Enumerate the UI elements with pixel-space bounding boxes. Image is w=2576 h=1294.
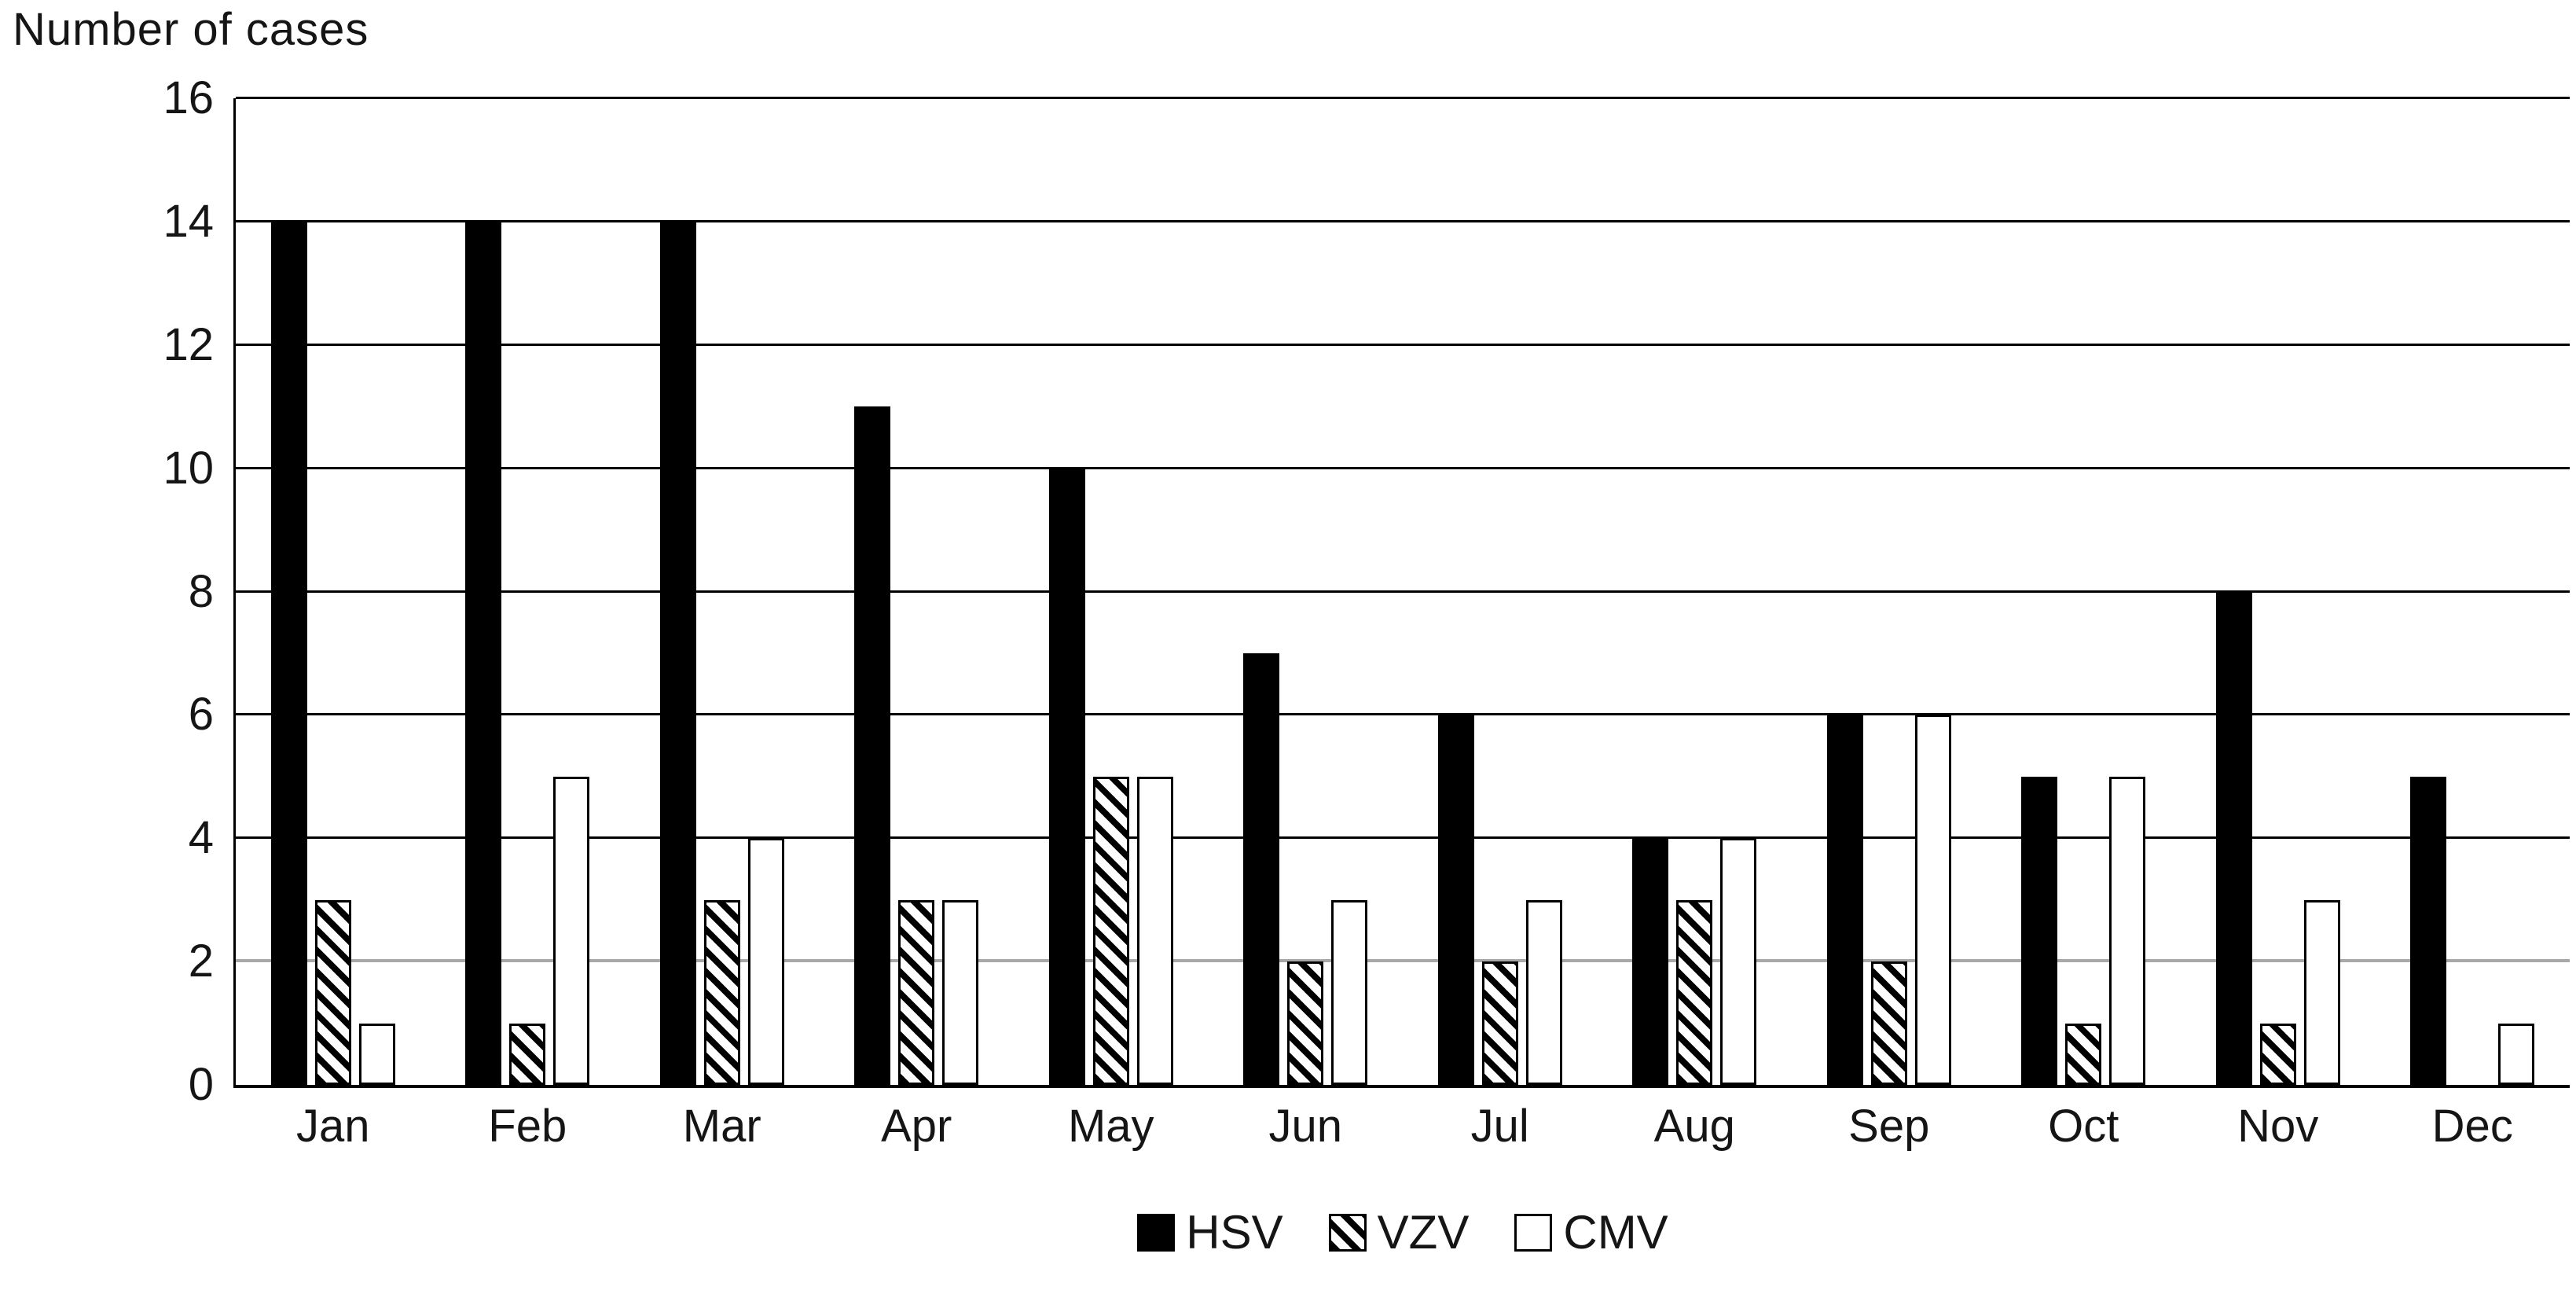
bar-group-apr xyxy=(820,98,1015,1085)
x-tick-label-oct: Oct xyxy=(2048,1101,2119,1152)
y-axis-tick-labels: 0 2 4 6 8 10 12 14 16 xyxy=(0,75,214,1108)
bar-cmv-jul xyxy=(1525,899,1562,1085)
gridline-y-16 xyxy=(236,97,2570,99)
bar-cmv-aug xyxy=(1720,838,1757,1085)
gridline-y-14 xyxy=(236,219,2570,222)
bar-cmv-jun xyxy=(1331,899,1368,1085)
bar-hsv-aug xyxy=(1632,838,1669,1085)
gridline-y-2 xyxy=(236,959,2570,963)
y-axis-line xyxy=(233,98,236,1087)
x-tick-label-sep: Sep xyxy=(1848,1101,1930,1152)
x-tick-label-jul: Jul xyxy=(1470,1101,1529,1152)
bar-vzv-may xyxy=(1092,776,1129,1085)
bar-group-jul xyxy=(1403,98,1598,1085)
bar-group-oct xyxy=(1987,98,2182,1085)
bar-hsv-jan xyxy=(270,221,307,1085)
bar-cmv-dec xyxy=(2498,1023,2535,1085)
bar-hsv-nov xyxy=(2215,591,2252,1085)
bar-cmv-mar xyxy=(747,838,784,1085)
x-axis-line xyxy=(233,1085,2570,1088)
bar-hsv-jul xyxy=(1437,715,1474,1085)
bar-group-dec xyxy=(2376,98,2570,1085)
bar-cmv-feb xyxy=(553,776,590,1085)
gridline-y-10 xyxy=(236,466,2570,469)
legend-swatch-cmv xyxy=(1514,1214,1553,1252)
bar-group-aug xyxy=(1598,98,1793,1085)
x-tick-label-aug: Aug xyxy=(1653,1101,1735,1152)
y-tick-label-0: 0 xyxy=(188,1059,214,1110)
chart-title: Number of cases xyxy=(13,4,369,55)
gridline-y-8 xyxy=(236,590,2570,593)
bar-hsv-jun xyxy=(1243,653,1280,1085)
bar-hsv-may xyxy=(1048,468,1085,1085)
y-tick-label-4: 4 xyxy=(188,812,214,864)
y-tick-label-14: 14 xyxy=(163,195,214,247)
bar-hsv-oct xyxy=(2021,776,2058,1085)
bar-hsv-apr xyxy=(854,406,891,1085)
legend-item-vzv: VZV xyxy=(1328,1206,1470,1259)
bar-vzv-jul xyxy=(1481,961,1518,1085)
bar-hsv-mar xyxy=(659,221,696,1085)
legend-label-cmv: CMV xyxy=(1563,1206,1668,1259)
legend-item-hsv: HSV xyxy=(1137,1206,1283,1259)
bar-groups xyxy=(236,98,2570,1085)
legend-swatch-vzv xyxy=(1328,1214,1367,1252)
bar-group-jan xyxy=(236,98,431,1085)
bar-group-may xyxy=(1014,98,1209,1085)
x-axis-tick-labels: Jan Feb Mar Apr May Jun Jul Aug Sep Oct Nov Dec xyxy=(236,1099,2570,1154)
y-tick-label-8: 8 xyxy=(188,565,214,617)
bar-hsv-dec xyxy=(2410,776,2447,1085)
bar-cmv-may xyxy=(1136,776,1173,1085)
bar-vzv-mar xyxy=(703,899,740,1085)
y-tick-label-12: 12 xyxy=(163,318,214,370)
x-tick-label-jun: Jun xyxy=(1268,1101,1342,1152)
y-tick-label-10: 10 xyxy=(163,442,214,494)
bar-cmv-nov xyxy=(2303,899,2340,1085)
bar-cmv-apr xyxy=(942,899,979,1085)
x-tick-label-apr: Apr xyxy=(881,1101,952,1152)
bar-group-nov xyxy=(2181,98,2376,1085)
gridline-y-12 xyxy=(236,343,2570,346)
x-tick-label-jan: Jan xyxy=(295,1101,370,1152)
bar-vzv-nov xyxy=(2259,1023,2296,1085)
bar-vzv-oct xyxy=(2065,1023,2102,1085)
legend-label-vzv: VZV xyxy=(1377,1206,1470,1259)
legend-swatch-hsv xyxy=(1137,1214,1176,1252)
x-tick-label-feb: Feb xyxy=(488,1101,567,1152)
bar-group-mar xyxy=(625,98,820,1085)
plot-area xyxy=(233,97,2570,1088)
bar-hsv-sep xyxy=(1826,715,1863,1085)
legend: HSV VZV CMV xyxy=(236,1209,2570,1256)
bar-vzv-feb xyxy=(509,1023,546,1085)
bar-cmv-jan xyxy=(358,1023,395,1085)
x-tick-label-nov: Nov xyxy=(2237,1101,2319,1152)
bar-vzv-aug xyxy=(1676,899,1713,1085)
x-tick-label-may: May xyxy=(1067,1101,1154,1152)
gridline-y-4 xyxy=(236,836,2570,840)
bar-cmv-oct xyxy=(2109,776,2146,1085)
bar-vzv-sep xyxy=(1870,961,1907,1085)
legend-label-hsv: HSV xyxy=(1186,1206,1283,1259)
legend-item-cmv: CMV xyxy=(1514,1209,1668,1256)
x-tick-label-mar: Mar xyxy=(682,1101,761,1152)
bar-vzv-jun xyxy=(1287,961,1324,1085)
y-tick-label-2: 2 xyxy=(188,936,214,987)
bar-vzv-jan xyxy=(314,899,351,1085)
x-tick-label-dec: Dec xyxy=(2431,1101,2513,1152)
bar-group-sep xyxy=(1792,98,1987,1085)
y-tick-label-16: 16 xyxy=(163,72,214,123)
bar-vzv-apr xyxy=(898,899,935,1085)
y-tick-label-6: 6 xyxy=(188,689,214,741)
gridline-y-6 xyxy=(236,713,2570,716)
bar-group-jun xyxy=(1209,98,1404,1085)
bar-cmv-sep xyxy=(1914,715,1951,1085)
bar-hsv-feb xyxy=(465,221,502,1085)
bar-group-feb xyxy=(431,98,626,1085)
